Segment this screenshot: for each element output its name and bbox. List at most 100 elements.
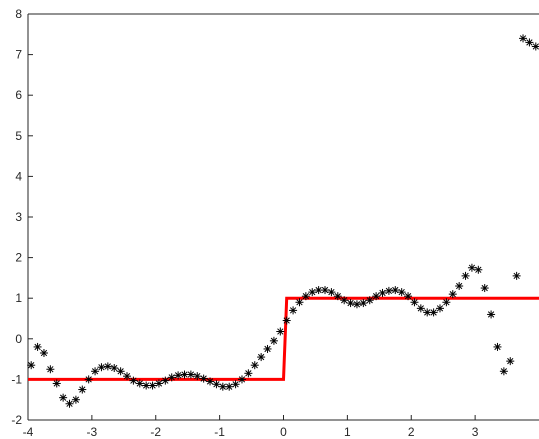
marker-stroke bbox=[328, 288, 335, 296]
marker-stroke bbox=[289, 307, 297, 314]
data-point-asterisk bbox=[493, 342, 502, 351]
data-point-asterisk bbox=[257, 353, 266, 362]
data-point-asterisk bbox=[91, 367, 100, 376]
marker-stroke bbox=[398, 288, 405, 296]
x-tick-label: 2 bbox=[408, 425, 415, 439]
marker-stroke bbox=[72, 396, 80, 403]
marker-stroke bbox=[174, 372, 182, 379]
marker-stroke bbox=[481, 284, 488, 292]
y-tick-label: 4 bbox=[15, 169, 22, 183]
data-point-asterisk bbox=[71, 395, 80, 404]
data-point-asterisk bbox=[161, 376, 170, 385]
marker-stroke bbox=[143, 382, 150, 389]
data-point-asterisk bbox=[359, 299, 368, 308]
marker-stroke bbox=[257, 353, 265, 361]
marker-stroke bbox=[353, 301, 361, 308]
data-point-asterisk bbox=[250, 361, 259, 370]
marker-stroke bbox=[366, 297, 373, 304]
data-point-asterisk bbox=[225, 382, 234, 391]
marker-stroke bbox=[487, 311, 495, 318]
marker-stroke bbox=[264, 345, 271, 353]
data-point-asterisk bbox=[461, 271, 470, 280]
data-point-asterisk bbox=[340, 296, 349, 305]
data-point-asterisk bbox=[321, 286, 330, 295]
marker-stroke bbox=[136, 380, 143, 387]
marker-stroke bbox=[104, 363, 111, 370]
marker-stroke bbox=[47, 366, 54, 373]
data-point-asterisk bbox=[301, 292, 310, 301]
marker-stroke bbox=[277, 328, 284, 335]
data-point-asterisk bbox=[506, 357, 515, 366]
data-point-asterisk bbox=[372, 292, 381, 301]
data-point-asterisk bbox=[429, 308, 438, 317]
marker-stroke bbox=[379, 289, 386, 297]
marker-stroke bbox=[392, 286, 399, 294]
data-point-asterisk bbox=[295, 298, 304, 307]
data-point-asterisk bbox=[410, 298, 419, 307]
marker-stroke bbox=[341, 297, 348, 304]
x-tick-label: -4 bbox=[23, 425, 34, 439]
marker-stroke bbox=[360, 299, 367, 307]
data-point-asterisk bbox=[384, 286, 393, 295]
marker-stroke bbox=[500, 368, 508, 375]
marker-stroke bbox=[213, 381, 220, 388]
data-point-asterisk bbox=[525, 38, 534, 47]
marker-stroke bbox=[532, 43, 539, 50]
marker-stroke bbox=[309, 288, 316, 296]
data-point-asterisk bbox=[174, 371, 183, 380]
marker-stroke bbox=[424, 309, 431, 316]
data-point-asterisk bbox=[397, 288, 406, 297]
marker-stroke bbox=[283, 317, 290, 324]
marker-stroke bbox=[404, 293, 412, 300]
y-tick-label: 1 bbox=[15, 291, 22, 305]
data-point-asterisk bbox=[474, 265, 483, 274]
data-point-asterisk bbox=[333, 292, 342, 301]
data-point-asterisk bbox=[244, 369, 253, 378]
marker-stroke bbox=[98, 364, 105, 371]
marker-stroke bbox=[200, 375, 207, 382]
data-point-asterisk bbox=[467, 263, 476, 272]
marker-stroke bbox=[123, 372, 131, 380]
marker-stroke bbox=[226, 383, 233, 390]
x-tick-label: 0 bbox=[280, 425, 287, 439]
marker-stroke bbox=[462, 272, 469, 280]
marker-stroke bbox=[168, 374, 175, 381]
data-point-asterisk bbox=[103, 362, 112, 371]
data-point-asterisk bbox=[404, 292, 413, 301]
data-point-asterisk bbox=[39, 349, 48, 358]
marker-stroke bbox=[85, 376, 92, 383]
x-tick-label: -3 bbox=[87, 425, 98, 439]
data-point-asterisk bbox=[206, 377, 215, 386]
data-point-asterisk bbox=[378, 288, 387, 297]
data-point-asterisk bbox=[276, 327, 285, 336]
marker-stroke bbox=[411, 299, 418, 306]
marker-stroke bbox=[181, 371, 188, 378]
data-point-asterisk bbox=[33, 342, 42, 351]
data-point-asterisk bbox=[416, 304, 425, 313]
marker-stroke bbox=[372, 293, 380, 300]
marker-stroke bbox=[232, 381, 239, 388]
data-point-asterisk bbox=[129, 376, 138, 385]
data-point-asterisk bbox=[65, 399, 74, 408]
marker-stroke bbox=[494, 343, 501, 351]
marker-stroke bbox=[34, 343, 41, 351]
marker-stroke bbox=[507, 357, 514, 365]
data-point-asterisk bbox=[423, 308, 432, 317]
marker-stroke bbox=[430, 309, 437, 316]
marker-stroke bbox=[385, 287, 393, 295]
series-line-step bbox=[28, 296, 539, 381]
data-point-asterisk bbox=[308, 288, 317, 297]
y-tick-label: -1 bbox=[11, 372, 22, 386]
data-point-asterisk bbox=[289, 306, 298, 315]
plot-area: -2 -1 0 1 2 3 4 5 6 7 8 -4 -3 -2 -1 0 1 2 3 bbox=[11, 7, 539, 439]
y-tick-label: 8 bbox=[15, 7, 22, 21]
marker-stroke bbox=[206, 378, 214, 385]
marker-stroke bbox=[468, 264, 476, 271]
marker-stroke bbox=[155, 380, 163, 387]
data-point-asterisk bbox=[52, 379, 61, 388]
marker-stroke bbox=[194, 372, 201, 380]
data-point-asterisk bbox=[59, 393, 68, 402]
data-point-asterisk bbox=[167, 373, 176, 382]
marker-stroke bbox=[117, 368, 124, 375]
